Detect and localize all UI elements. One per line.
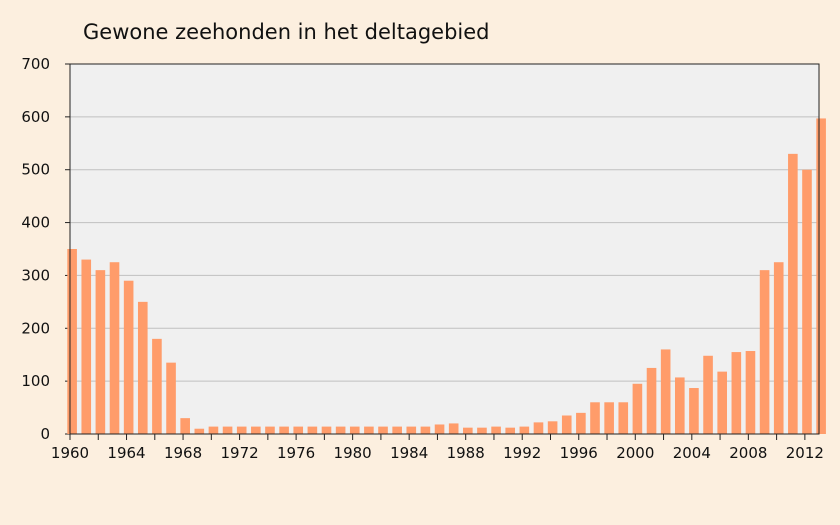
plot-frame — [69, 63, 820, 435]
bar — [533, 422, 544, 434]
bar — [364, 426, 374, 434]
y-tick-label: 500 — [21, 161, 50, 179]
y-tick-label: 100 — [21, 372, 50, 390]
bar — [137, 301, 148, 434]
bar — [646, 367, 657, 434]
bar — [307, 426, 318, 434]
bar — [251, 426, 261, 434]
bar — [632, 383, 643, 434]
chart-title: Gewone zeehonden in het deltagebied — [83, 20, 490, 44]
bar — [392, 426, 402, 434]
bar — [279, 426, 289, 434]
x-tick-label: 1964 — [107, 444, 145, 462]
bar — [265, 426, 275, 434]
x-tick-label: 2012 — [786, 444, 824, 462]
bar — [788, 153, 798, 434]
bar — [349, 426, 360, 434]
x-tick-label: 2004 — [673, 444, 711, 462]
bar — [95, 270, 106, 434]
bar — [378, 426, 388, 434]
x-tick-label: 1960 — [51, 444, 89, 462]
plot-area — [70, 64, 819, 434]
bar — [547, 421, 558, 434]
bar — [674, 377, 685, 434]
bar — [505, 427, 516, 434]
bar — [208, 426, 219, 434]
bar — [67, 249, 77, 434]
bar — [420, 426, 431, 434]
bar — [406, 426, 417, 434]
y-tick-label: 200 — [21, 319, 50, 337]
x-tick-label: 1968 — [164, 444, 202, 462]
bar — [745, 351, 756, 434]
bar — [491, 426, 501, 434]
bar — [576, 412, 586, 434]
x-tick-label: 1972 — [220, 444, 258, 462]
bar — [166, 362, 176, 434]
bar — [477, 427, 487, 434]
bar — [434, 424, 445, 434]
x-tick-label: 1980 — [334, 444, 372, 462]
bar — [222, 426, 233, 434]
bar — [321, 426, 332, 434]
x-tick-label: 1984 — [390, 444, 428, 462]
bar — [731, 352, 742, 434]
x-tick-label: 1976 — [277, 444, 315, 462]
x-tick-label: 1988 — [447, 444, 485, 462]
y-tick-label: 600 — [21, 108, 50, 126]
y-tick-label: 300 — [21, 266, 50, 284]
bar — [236, 426, 247, 434]
bar — [802, 169, 812, 434]
x-tick-label: 2000 — [616, 444, 654, 462]
bar — [590, 402, 600, 434]
x-tick-label: 1992 — [503, 444, 541, 462]
bar — [123, 280, 134, 434]
bar — [561, 415, 572, 434]
x-tick-label: 1996 — [560, 444, 598, 462]
bar — [816, 118, 826, 434]
y-tick-label: 0 — [40, 425, 50, 443]
bar — [759, 270, 770, 434]
bar — [618, 402, 629, 434]
bar — [293, 426, 304, 434]
x-tick-label: 2008 — [729, 444, 767, 462]
bar — [152, 338, 162, 434]
y-tick-label: 700 — [21, 55, 50, 73]
bar — [604, 402, 614, 434]
bar — [335, 426, 346, 434]
y-tick-label: 400 — [21, 214, 50, 232]
bar — [660, 349, 671, 434]
bar — [109, 262, 120, 434]
bar — [689, 388, 699, 434]
bar — [194, 428, 205, 434]
bar — [81, 259, 92, 434]
bar — [703, 355, 713, 434]
bar — [463, 427, 473, 434]
bar — [773, 262, 784, 434]
bar — [519, 426, 530, 434]
bar — [717, 371, 728, 434]
bar — [180, 418, 190, 434]
bar — [448, 423, 459, 434]
